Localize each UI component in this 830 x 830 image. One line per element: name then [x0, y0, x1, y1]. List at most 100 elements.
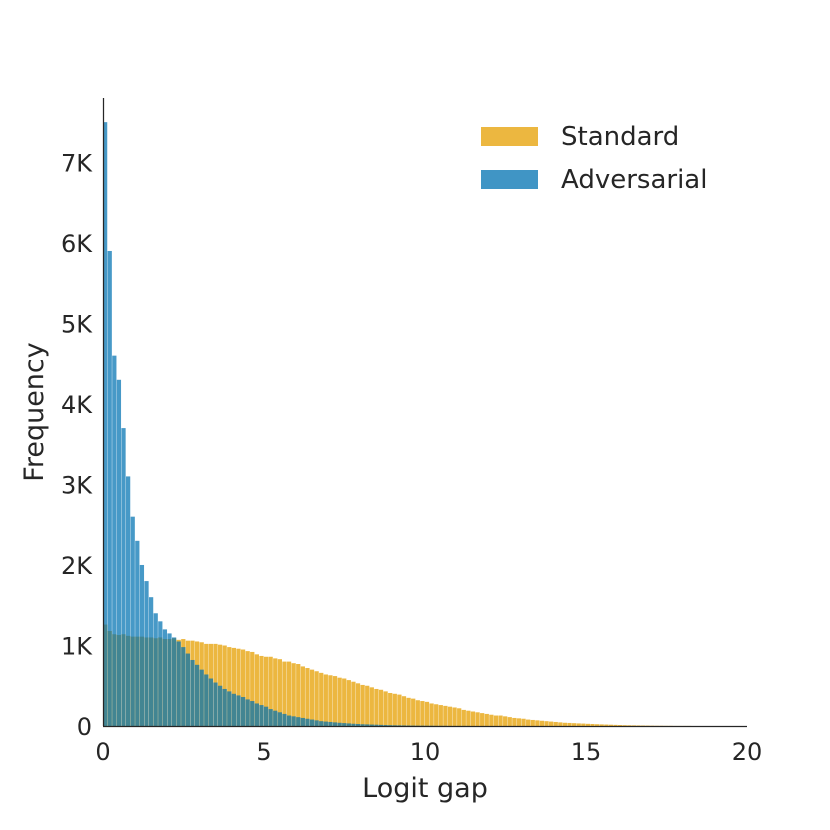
- legend-swatch: [481, 170, 538, 189]
- histogram-bar: [599, 724, 604, 726]
- histogram-bar: [148, 597, 154, 726]
- histogram-bar: [539, 720, 545, 726]
- histogram-bar: [617, 725, 623, 726]
- y-tick-labels: 0 1K 2K 3K 4K 5K 6K 7K: [61, 149, 93, 741]
- histogram-bar: [489, 714, 494, 726]
- histogram-bar: [309, 719, 315, 726]
- histogram-bar: [245, 651, 250, 726]
- histogram-bar: [296, 664, 301, 726]
- histogram-bar: [397, 725, 402, 726]
- histogram-bar: [475, 712, 480, 726]
- x-tick-label: 20: [732, 738, 763, 766]
- histogram-bar: [125, 476, 131, 726]
- legend: Standard Adversarial: [481, 122, 707, 195]
- histogram-bar: [323, 674, 328, 726]
- series-adversarial: [103, 122, 471, 726]
- histogram-bar: [342, 678, 347, 726]
- histogram-bar: [355, 683, 361, 726]
- histogram-bar: [337, 722, 342, 726]
- histogram-bar: [250, 701, 255, 726]
- histogram-bar: [245, 699, 250, 726]
- histogram-bar: [346, 680, 351, 726]
- histogram-bar: [470, 711, 476, 726]
- legend-label: Standard: [561, 122, 679, 152]
- histogram-bar: [217, 644, 223, 726]
- histogram-bar: [544, 721, 549, 726]
- histogram-bar: [493, 715, 499, 726]
- histogram-bar: [383, 691, 388, 726]
- histogram-bar: [254, 654, 259, 726]
- histogram-bar: [388, 692, 393, 726]
- histogram-bar: [608, 724, 614, 726]
- histogram-bar: [263, 656, 269, 726]
- x-axis-label: Logit gap: [362, 773, 488, 804]
- histogram-bar: [411, 698, 416, 726]
- histogram-bar: [503, 716, 508, 726]
- histogram-bar: [429, 703, 434, 726]
- histogram-bar: [153, 613, 158, 726]
- histogram-bar: [374, 688, 379, 726]
- histogram-bar: [291, 663, 296, 726]
- histogram-bar: [116, 379, 122, 726]
- histogram-bar: [585, 723, 591, 726]
- histogram-bar: [438, 705, 443, 726]
- histogram-bar: [204, 674, 209, 726]
- histogram-bar: [576, 723, 581, 726]
- histogram-bar: [466, 710, 471, 726]
- histogram-bar: [365, 724, 370, 726]
- histogram-bar: [273, 710, 278, 726]
- histogram-bar: [231, 693, 236, 726]
- histogram-bar: [319, 721, 324, 726]
- histogram-bar: [296, 717, 301, 726]
- x-tick-label: 10: [410, 738, 441, 766]
- histogram-bar: [516, 718, 522, 726]
- histogram-bar: [613, 724, 618, 726]
- histogram-bar: [383, 725, 388, 726]
- histogram-bar: [240, 697, 246, 726]
- histogram-bar: [434, 704, 439, 726]
- histogram-bar: [461, 709, 466, 726]
- histogram-bar: [194, 664, 200, 726]
- histogram-bar: [263, 706, 269, 726]
- histogram-bar: [631, 725, 637, 726]
- histogram-bar: [392, 693, 397, 726]
- histogram-bar: [328, 675, 333, 726]
- histogram-bar: [480, 713, 485, 726]
- histogram-bar: [231, 647, 236, 726]
- y-tick-label: 5K: [61, 310, 93, 338]
- histogram-bar: [236, 648, 241, 726]
- histogram-bar: [484, 713, 489, 726]
- histogram-bar: [558, 722, 563, 726]
- histogram-bar: [158, 621, 163, 726]
- histogram-bar: [360, 684, 365, 726]
- y-tick-label: 7K: [61, 149, 93, 177]
- histogram-bar: [208, 678, 214, 726]
- histogram-bar: [406, 697, 411, 726]
- y-axis-label: Frequency: [19, 342, 50, 482]
- histogram-bar: [268, 709, 273, 726]
- y-tick-label: 1K: [61, 632, 93, 660]
- histogram-bar: [213, 682, 218, 726]
- histogram-bar: [521, 718, 526, 726]
- histogram-bar: [590, 723, 595, 726]
- histogram-bar: [401, 725, 407, 726]
- histogram-bar: [300, 717, 305, 726]
- histogram-bar: [562, 722, 568, 726]
- histogram-bar: [144, 581, 149, 726]
- histogram-bar: [305, 718, 310, 726]
- y-tick-label: 6K: [61, 230, 93, 258]
- histogram-bar: [378, 724, 384, 726]
- histogram-bar: [424, 701, 430, 726]
- histogram-bar: [530, 719, 535, 726]
- histogram-bar: [259, 705, 264, 726]
- histogram-bar: [300, 666, 305, 726]
- histogram-bar: [286, 661, 292, 726]
- histogram-bar: [314, 671, 319, 726]
- histogram-bar: [162, 629, 168, 726]
- histogram-bar: [190, 659, 195, 726]
- y-tick-label: 4K: [61, 391, 93, 419]
- histogram-bar: [319, 672, 324, 726]
- histogram-bar: [268, 656, 273, 726]
- histogram-bar: [581, 723, 586, 726]
